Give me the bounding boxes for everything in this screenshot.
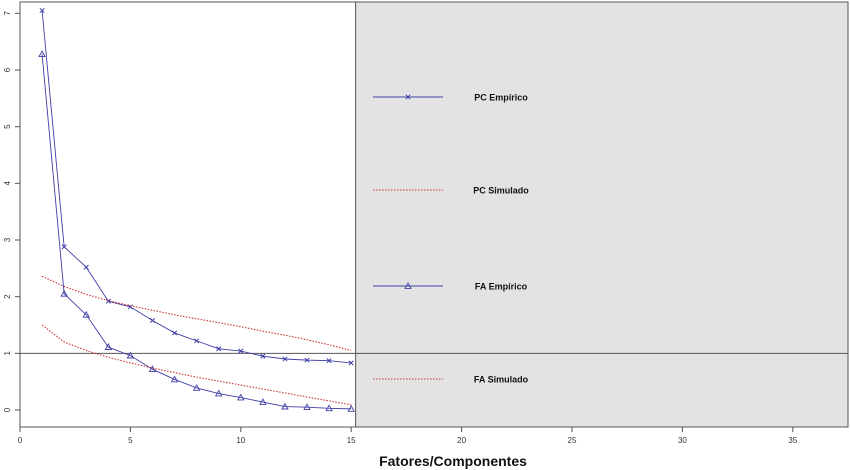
legend-marker: [404, 282, 412, 289]
data-point: [259, 398, 267, 405]
x-tick-label: 10: [236, 436, 245, 445]
y-tick-label: 4: [3, 181, 12, 186]
data-point: [326, 358, 332, 364]
y-tick-label: 5: [3, 124, 12, 129]
series-line: [41, 10, 352, 364]
data-point: [304, 357, 310, 363]
data-point: [126, 351, 135, 359]
legend-panel: [355, 2, 848, 427]
series-pc-simulado: [41, 275, 352, 352]
data-point: [61, 244, 67, 250]
data-point: [347, 404, 355, 412]
legend-label: FA Empírico: [475, 282, 528, 292]
x-tick-label: 30: [678, 436, 687, 445]
y-tick-label: 1: [3, 351, 12, 356]
x-tick-label: 20: [457, 436, 466, 445]
y-tick-label: 6: [3, 67, 12, 72]
x-axis-label: Fatores/Componentes: [379, 453, 527, 469]
data-point: [281, 402, 289, 410]
data-point: [38, 50, 46, 57]
data-point: [127, 304, 133, 310]
y-tick-label: 3: [3, 237, 12, 242]
series-pc-empirico: [39, 7, 354, 366]
legend-label: PC Empírico: [474, 93, 528, 103]
data-point: [82, 310, 91, 318]
legend-item: FA Simulado: [373, 375, 529, 385]
series-line: [41, 275, 352, 352]
legend-marker: [405, 94, 411, 100]
data-point: [348, 360, 354, 366]
y-tick-label: 0: [3, 407, 12, 412]
data-point: [192, 383, 201, 391]
axes: 0 5 10 15 20 25 30 35 0 1 2 3 4 5 6 7: [3, 11, 798, 445]
legend: PC Empírico PC Simulado FA Empírico FA Simu…: [373, 93, 529, 385]
data-point: [260, 353, 266, 359]
data-point: [83, 264, 89, 270]
series-fa-simulado: [41, 324, 352, 406]
legend-label: PC Simulado: [473, 186, 529, 196]
legend-item: PC Simulado: [373, 186, 529, 196]
data-point: [237, 393, 245, 401]
series-line: [41, 54, 352, 410]
y-tick-label: 2: [3, 294, 12, 299]
data-point: [39, 7, 45, 14]
data-point: [214, 389, 223, 397]
data-point: [170, 375, 179, 383]
data-point: [194, 338, 200, 344]
x-tick-label: 35: [788, 436, 797, 445]
data-point: [282, 356, 288, 362]
data-point: [325, 404, 333, 412]
x-tick-label: 15: [347, 436, 356, 445]
legend-label: FA Simulado: [474, 375, 529, 385]
data-point: [149, 317, 156, 324]
data-point: [104, 343, 113, 350]
x-tick-label: 5: [128, 436, 133, 445]
data-point: [172, 330, 178, 336]
series-layer: [38, 7, 355, 412]
x-tick-label: 25: [568, 436, 577, 445]
data-point: [216, 346, 222, 352]
data-point: [303, 403, 311, 411]
data-point: [148, 365, 157, 373]
data-point: [60, 289, 68, 297]
x-tick-label: 0: [18, 436, 23, 445]
series-fa-empirico: [38, 50, 355, 412]
data-point: [238, 348, 244, 354]
legend-item: FA Empírico: [373, 282, 528, 292]
plot-area-border: [19, 1, 849, 428]
y-tick-label: 7: [3, 11, 12, 16]
series-line: [41, 324, 352, 406]
legend-item: PC Empírico: [373, 93, 528, 103]
